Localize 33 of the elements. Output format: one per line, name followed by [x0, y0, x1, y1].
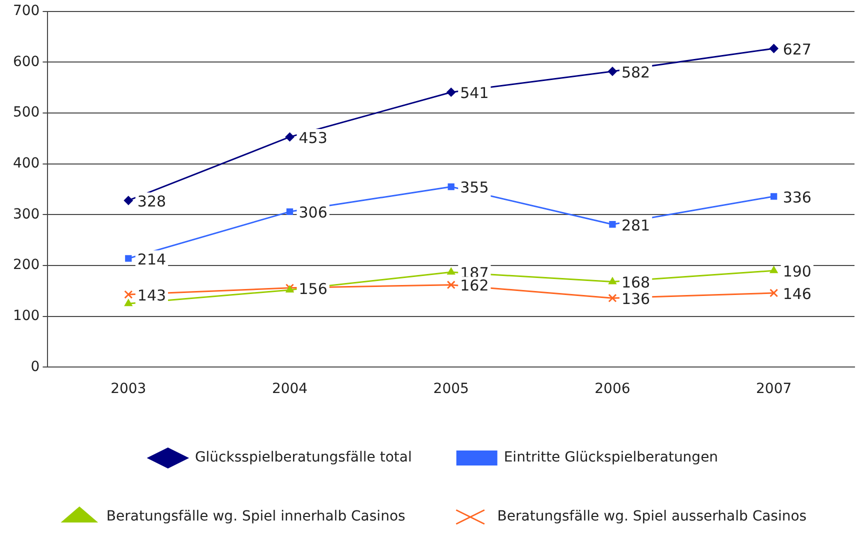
data-label: 328 [137, 192, 166, 210]
y-tick-label: 600 [12, 54, 40, 70]
data-label: 143 [137, 286, 166, 304]
legend-label: Beratungsfälle wg. Spiel ausserhalb Casinos [497, 508, 807, 525]
data-label: 190 [782, 262, 812, 281]
data-label: 453 [298, 128, 328, 147]
x-tick-label: 2003 [110, 381, 146, 398]
legend-label: Glücksspielberatungsfälle total [194, 450, 412, 466]
y-tick-label: 0 [30, 358, 40, 375]
legend-label: Beratungsfälle wg. Spiel innerhalb Casinos [106, 508, 406, 525]
data-label: 541 [460, 84, 489, 102]
data-label: 146 [782, 284, 812, 303]
data-label: 136 [621, 290, 650, 308]
y-tick-label: 700 [12, 3, 40, 20]
y-tick-label: 100 [12, 308, 40, 324]
legend-label: Eintritte Glückspielberatungen [504, 450, 718, 466]
y-tick-label: 400 [12, 156, 40, 172]
x-tick-label: 2004 [272, 381, 308, 398]
y-tick-label: 300 [12, 206, 40, 222]
data-label: 306 [298, 204, 328, 222]
data-label: 168 [621, 274, 650, 292]
x-tick-label: 2006 [594, 381, 630, 398]
data-label: 627 [782, 40, 812, 58]
x-tick-label: 2005 [433, 381, 469, 398]
data-label: 336 [782, 188, 812, 206]
data-label: 582 [621, 63, 650, 82]
x-tick-label: 2007 [756, 381, 792, 398]
data-label: 214 [137, 250, 166, 268]
data-label: 355 [460, 178, 489, 197]
data-label: 156 [298, 280, 328, 298]
y-tick-label: 500 [12, 104, 40, 121]
data-label: 281 [621, 216, 650, 234]
y-tick-label: 200 [12, 257, 40, 274]
